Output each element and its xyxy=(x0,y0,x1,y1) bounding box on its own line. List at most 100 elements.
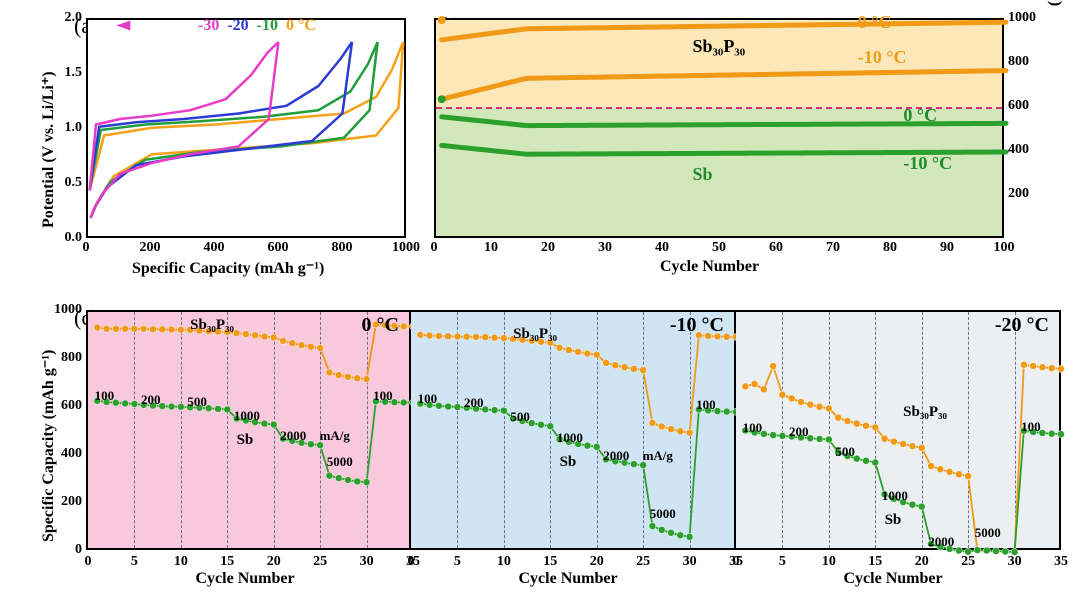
rate-label: 2000 xyxy=(280,428,306,444)
tick-label: 400 xyxy=(199,240,229,256)
series-label: Sb₃₀P₃₀ xyxy=(513,326,557,343)
panel-a-temp-label: -10 xyxy=(257,17,278,35)
tick-label: 15 xyxy=(212,554,242,570)
rate-label: 100 xyxy=(418,391,438,407)
panel-a-temp-label: -30 xyxy=(198,17,219,35)
tick-label: 30 xyxy=(352,554,382,570)
tick-label: 40 xyxy=(647,240,677,256)
tick-label: 0 xyxy=(73,554,103,570)
tick-label: 5 xyxy=(442,554,472,570)
tick-label: 800 xyxy=(46,350,82,366)
panel-a-svg xyxy=(88,20,408,240)
rate-label: 500 xyxy=(187,394,207,410)
tick-label: 20 xyxy=(533,240,563,256)
tick-label: 80 xyxy=(875,240,905,256)
panel-b-xlabel: Cycle Number xyxy=(660,258,759,276)
rate-label: 100 xyxy=(95,388,115,404)
rate-label: 100 xyxy=(743,420,763,436)
rate-label: 5000 xyxy=(327,454,353,470)
tick-label: 200 xyxy=(46,494,82,510)
panel-c-subplot: 100 200 500 1000 2000 5000 100 mA/g Sb₃₀P₃₀ Sb -10… xyxy=(411,310,736,550)
tick-label: 600 xyxy=(263,240,293,256)
panel-c-subplot: 100200500100020005000100mA/gSb₃₀P₃₀Sb0 °… xyxy=(86,310,411,550)
series-label: Sb₃₀P₃₀ xyxy=(190,317,234,334)
tick-label: 15 xyxy=(535,554,565,570)
tick-label: 20 xyxy=(259,554,289,570)
series-label: Sb₃₀P₃₀ xyxy=(903,404,947,421)
panel-a-temp-label: 0 °C xyxy=(286,17,316,35)
rate-unit-label: mA/g xyxy=(643,448,673,464)
panel-a-legend: -30 -20 -10 0 °C xyxy=(198,17,316,35)
tick-label: 0 xyxy=(721,554,751,570)
panel-b-annotation: Sb xyxy=(693,164,713,185)
rate-label: 5000 xyxy=(650,506,676,522)
tick-label: 400 xyxy=(46,446,82,462)
tick-label: 70 xyxy=(818,240,848,256)
tick-label: 25 xyxy=(953,554,983,570)
tick-label: 15 xyxy=(860,554,890,570)
series-label: Sb xyxy=(885,512,902,529)
temp-label: -10 °C xyxy=(670,314,724,337)
rate-label: 1000 xyxy=(882,488,908,504)
rate-label: 100 xyxy=(696,397,716,413)
tick-label: 100 xyxy=(989,240,1019,256)
tick-label: 0 xyxy=(71,240,101,256)
tick-label: 5 xyxy=(119,554,149,570)
tick-label: 10 xyxy=(814,554,844,570)
tick-label: 35 xyxy=(1046,554,1076,570)
series-label: Sb xyxy=(237,432,254,449)
rate-label: 2000 xyxy=(928,534,954,550)
rate-label: 5000 xyxy=(975,525,1001,541)
tick-label: 800 xyxy=(327,240,357,256)
rate-label: 100 xyxy=(1021,419,1041,435)
tick-label: 20 xyxy=(582,554,612,570)
tick-label: 10 xyxy=(476,240,506,256)
rate-label: 500 xyxy=(835,444,855,460)
tick-label: 90 xyxy=(932,240,962,256)
panel-c-subs: 100200500100020005000100mA/gSb₃₀P₃₀Sb0 °… xyxy=(86,310,1061,550)
panel-b-annotation: 0 °C xyxy=(903,105,937,126)
panel-a-temp-label: -20 xyxy=(227,17,248,35)
panel-a-xlabel: Specific Capacity (mAh g⁻¹) xyxy=(132,258,324,278)
tick-label: 1000 xyxy=(1008,10,1036,26)
tick-label: 30 xyxy=(1000,554,1030,570)
panel-a-frame: -30 -20 -10 0 °C xyxy=(86,18,406,238)
panel-b-annotation: Sb₃₀P₃₀ xyxy=(693,36,746,57)
tick-label: 800 xyxy=(1008,54,1029,70)
panel-b-annotation: -10 °C xyxy=(858,47,907,68)
panel-a: (a) -30-20-100 °C 0.00.51.01.52.0 020040… xyxy=(22,10,422,290)
panel-b-annotation: -10 °C xyxy=(903,153,952,174)
panel-a-ylabel: Potential (V vs. Li/Li⁺) xyxy=(38,8,58,228)
tick-label: 400 xyxy=(1008,142,1029,158)
tick-label: 200 xyxy=(135,240,165,256)
panel-c-xlabel: Cycle Number xyxy=(844,570,943,588)
tick-label: 0 xyxy=(419,240,449,256)
tick-label: 50 xyxy=(704,240,734,256)
tick-label: 0 xyxy=(396,554,426,570)
panel-c-xlabel: Cycle Number xyxy=(519,570,618,588)
rate-label: 200 xyxy=(464,395,484,411)
rate-unit-label: mA/g xyxy=(320,428,350,444)
panel-b-annotation: 0 °C xyxy=(858,12,892,33)
tick-label: 1000 xyxy=(391,240,421,256)
rate-label: 2000 xyxy=(603,448,629,464)
rate-label: 1000 xyxy=(234,408,260,424)
tick-label: 10 xyxy=(489,554,519,570)
panel-c-subplot: 100200500100020005000100Sb₃₀P₃₀Sb-20 °C0… xyxy=(736,310,1061,550)
panel-b-frame: Sb₃₀P₃₀0 °C-10 °CSb0 °C-10 °C xyxy=(434,18,1004,238)
rate-label: 200 xyxy=(789,424,809,440)
tick-label: 600 xyxy=(1008,98,1029,114)
rate-label: 200 xyxy=(141,392,161,408)
rate-label: 500 xyxy=(510,409,530,425)
panel-b: (b) Sb₃₀P₃₀0 °C-10 °CSb0 °C-10 °C 010203… xyxy=(430,10,1066,290)
tick-label: 25 xyxy=(305,554,335,570)
tick-label: 200 xyxy=(1008,186,1029,202)
panel-c-xlabel: Cycle Number xyxy=(196,570,295,588)
rate-label: 1000 xyxy=(557,430,583,446)
tick-label: 30 xyxy=(675,554,705,570)
temp-label: -20 °C xyxy=(995,314,1049,337)
tick-label: 600 xyxy=(46,398,82,414)
series-label: Sb xyxy=(560,454,577,471)
tick-label: 1000 xyxy=(46,302,82,318)
rate-label: 100 xyxy=(373,388,393,404)
